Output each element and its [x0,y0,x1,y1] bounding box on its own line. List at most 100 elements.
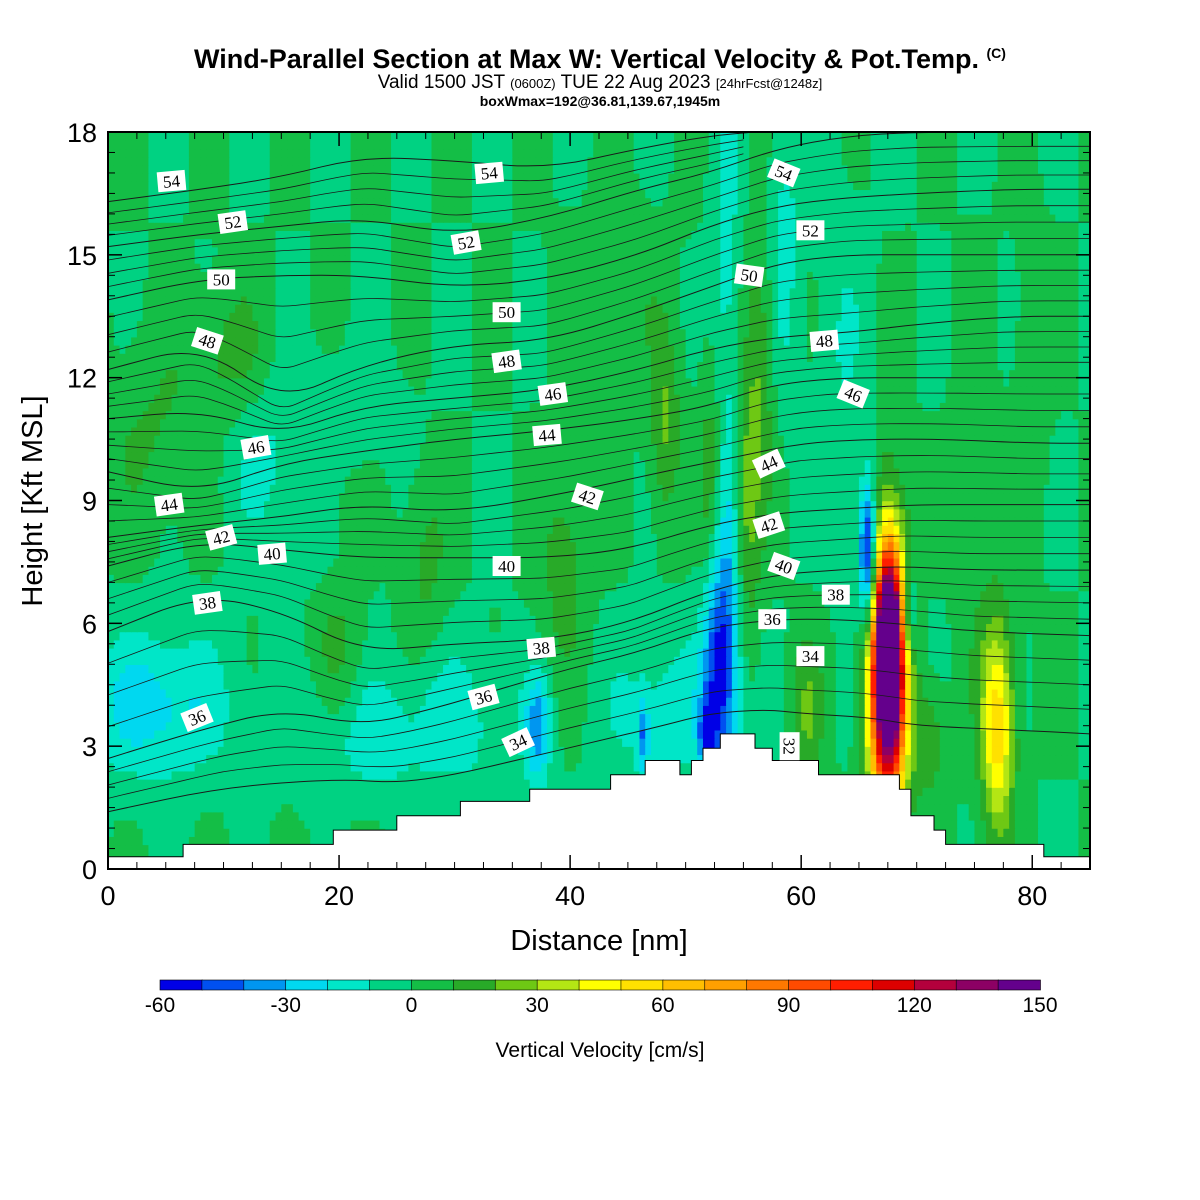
field-cell [419,729,427,739]
field-cell [125,688,132,698]
field-cell [916,754,924,764]
field-cell [980,705,987,715]
field-cell [431,697,438,706]
field-cell [292,697,300,706]
field-cell [939,770,947,780]
field-cell [471,778,479,788]
field-cell [1078,721,1085,731]
field-cell [789,705,797,715]
field-cell [951,672,958,682]
field-cell [806,672,814,682]
field-cell [639,631,646,641]
field-cell [616,697,623,706]
field-cell [211,754,219,764]
field-cell [304,631,311,641]
field-cell [957,762,964,772]
field-cell [154,811,161,821]
field-cell [616,754,623,764]
field-cell [131,705,138,715]
field-cell [650,721,658,731]
field-cell [350,688,358,698]
field-cell [217,721,225,731]
field-cell [841,647,849,657]
field-cell [957,828,964,837]
field-cell [206,762,213,772]
field-cell [235,803,242,813]
field-cell [558,680,566,690]
field-cell [1061,819,1068,829]
field-cell [731,639,739,649]
field-cell [974,639,981,649]
field-cell [159,770,167,780]
field-cell [812,639,820,649]
field-cell [882,754,889,764]
field-cell [610,737,618,747]
field-cell [391,787,398,796]
field-cell [327,811,334,821]
field-cell [362,754,369,764]
field-cell [939,688,947,698]
field-cell [391,721,398,731]
field-cell [419,664,427,674]
field-cell [980,803,987,813]
field-cell [887,647,895,657]
field-cell [1049,828,1057,837]
field-cell [1049,778,1057,788]
field-cell [240,680,248,690]
field-cell [223,828,231,837]
field-cell [934,787,941,796]
field-cell [183,664,190,674]
field-cell [321,721,329,731]
field-cell [142,746,150,756]
field-cell [252,672,259,682]
field-cell [165,631,173,641]
field-cell [223,680,231,690]
field-cell [916,737,924,747]
field-cell [523,631,531,641]
field-cell [443,672,450,682]
field-cell [154,803,161,813]
field-cell [183,811,190,821]
field-cell [766,737,773,747]
field-cell [882,631,889,641]
field-cell [258,688,265,698]
field-cell [396,631,404,641]
field-cell [581,778,589,788]
field-cell [812,688,820,698]
field-cell [853,754,860,764]
field-cell [1084,770,1090,780]
field-cell [206,836,213,846]
field-cell [460,770,467,780]
field-cell [454,803,462,813]
field-cell [344,795,352,805]
field-cell [154,688,161,698]
field-cell [171,705,179,715]
field-cell [772,647,779,657]
field-cell [720,697,727,706]
field-cell [217,787,225,796]
field-cell [142,729,150,739]
field-cell [991,713,999,723]
field-cell [350,795,358,805]
field-cell [321,795,329,805]
field-cell [136,778,144,788]
field-cell [287,770,294,780]
field-cell [154,754,161,764]
field-cell [154,844,161,854]
field-cell [529,680,537,690]
field-cell [922,713,929,723]
field-cell [581,762,589,772]
field-cell [1055,746,1062,756]
field-cell [1084,647,1090,657]
field-cell [974,754,981,764]
field-cell [500,787,508,796]
field-cell [448,729,456,739]
field-cell [437,778,444,788]
field-cell [928,688,935,698]
field-cell [1014,713,1022,723]
field-cell [108,729,115,739]
field-cell [928,778,935,788]
field-cell [980,795,987,805]
field-cell [373,656,381,665]
field-cell [783,664,791,674]
